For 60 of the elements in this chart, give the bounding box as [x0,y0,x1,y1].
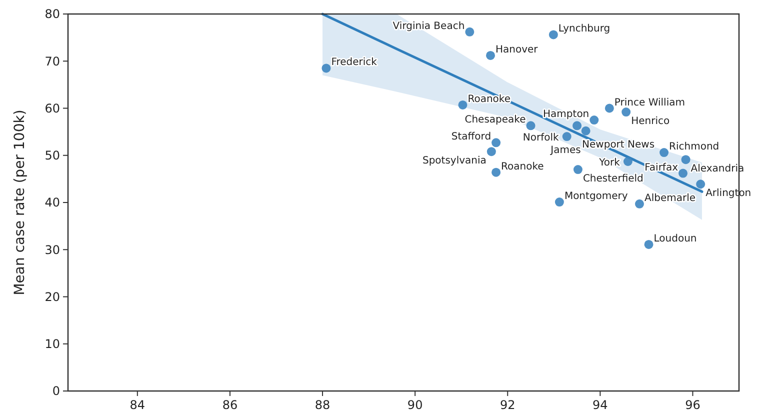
point [486,147,496,156]
annotation: Spotsylvania [422,156,486,167]
x-tick-label: 90 [407,398,423,412]
point [635,199,644,208]
point [572,121,582,130]
y-tick-label: 80 [44,7,60,22]
x-tick-label: 92 [500,398,516,412]
annotation: Virginia Beach [392,20,465,32]
point [604,104,614,113]
annotation: Hanover [496,44,539,56]
point [696,180,706,189]
point [581,126,590,136]
annotation: James [550,144,581,156]
point [526,121,536,130]
point [492,168,501,177]
annotation: Montgomery [564,191,628,202]
annotation: York [598,158,620,168]
point [644,240,654,249]
annotation: Loudoun [654,233,697,244]
y-tick-label: 60 [44,101,60,116]
y-tick-label: 0 [52,384,60,398]
point [590,116,599,125]
point [554,198,564,207]
x-tick-label: 96 [685,398,700,412]
point [492,138,501,148]
annotation: Chesterfield [582,174,644,185]
point [548,30,558,40]
point [660,148,669,158]
point [458,100,468,110]
x-tick-label: 86 [222,398,238,412]
point [322,64,331,73]
annotation: Prince William [614,97,685,108]
annotation: Stafford [451,132,492,143]
annotation: Frederick [331,57,378,68]
annotation: Henrico [631,116,670,128]
point [623,157,632,166]
y-tick-label: 10 [44,337,60,352]
annotation: Richmond [669,142,720,153]
y-tick-label: 30 [44,242,60,257]
y-axis-title: Mean case rate (per 100k) [12,110,28,296]
x-tick-label: 94 [592,398,608,412]
x-tick-label: 84 [130,398,146,412]
point [486,50,495,60]
point [681,155,690,164]
annotation: Hampton [543,109,590,120]
annotation: Albemarle [644,192,696,204]
point [465,27,474,36]
y-tick-label: 70 [44,54,60,68]
annotation: Chesapeake [464,114,526,126]
annotation: Lynchburg [558,24,610,35]
y-tick-label: 20 [44,290,60,304]
point [562,132,572,142]
annotation: Roanoke [501,161,544,172]
x-tick-label: 88 [314,398,330,412]
point [678,168,688,178]
point [622,108,631,117]
point [573,165,582,174]
annotation: Norfolk [522,132,560,144]
y-tick-label: 40 [44,196,60,210]
y-tick-label: 50 [44,148,60,163]
